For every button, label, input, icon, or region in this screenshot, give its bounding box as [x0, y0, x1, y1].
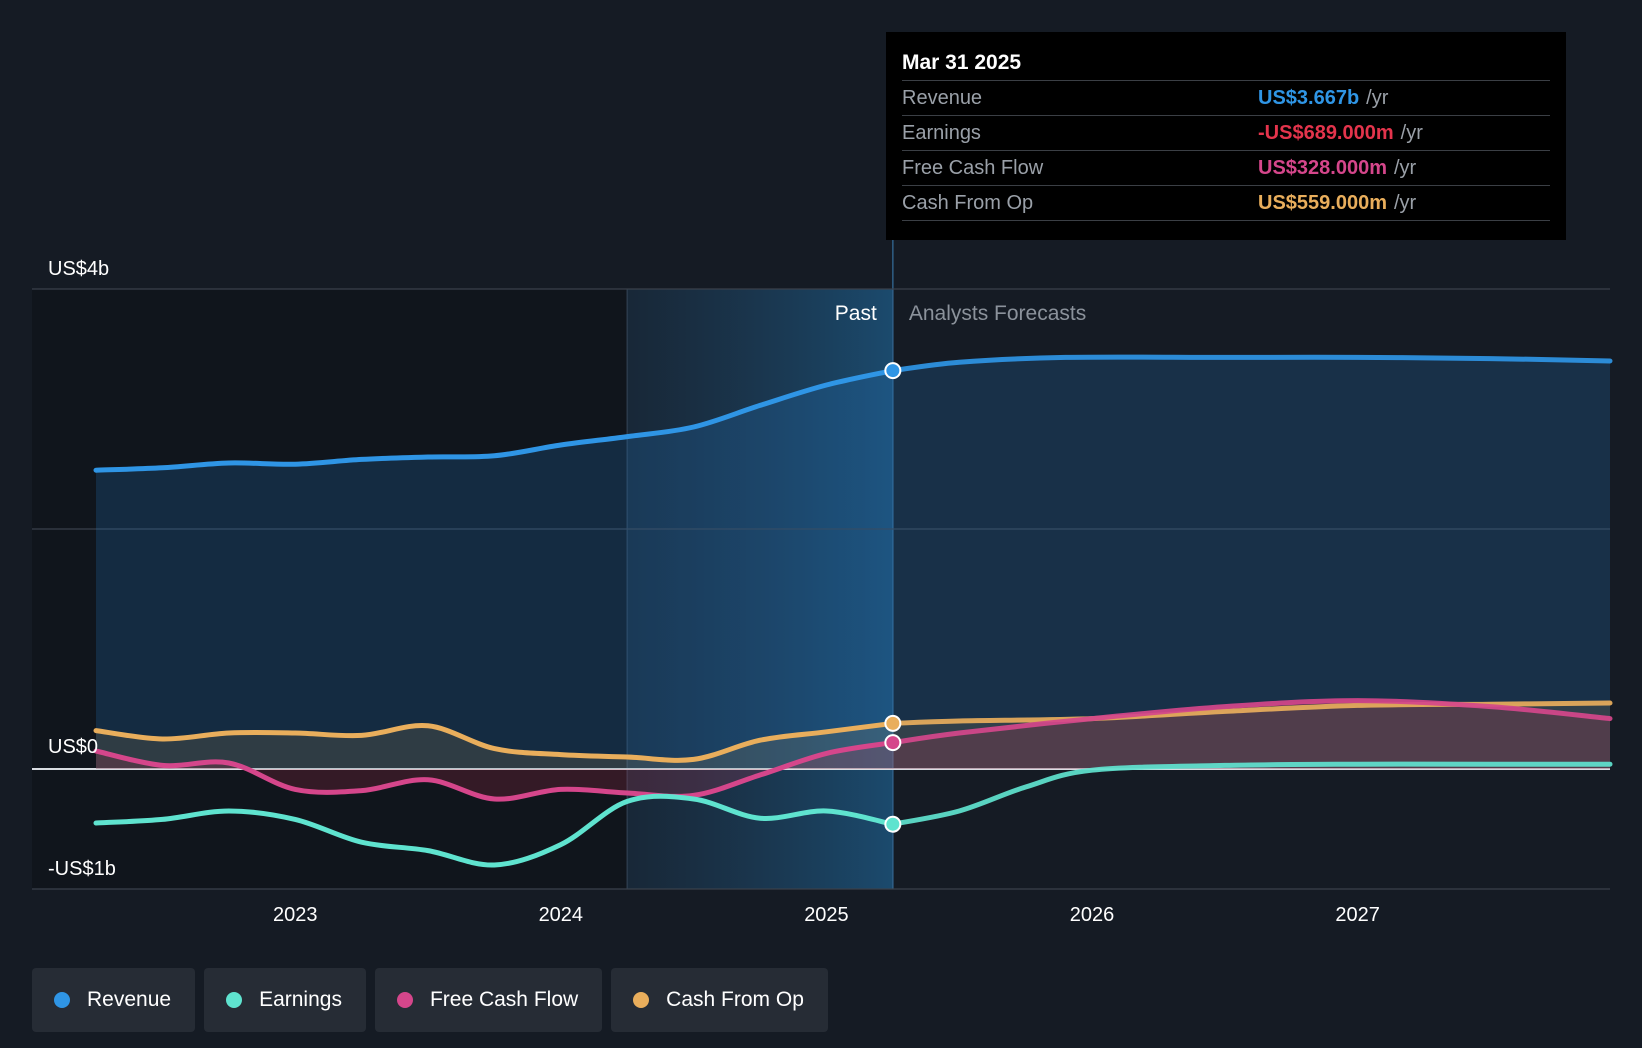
tooltip-date: Mar 31 2025 — [902, 51, 1022, 74]
revenue-area — [96, 357, 1610, 769]
legend-item-cash-from-op[interactable]: Cash From Op — [611, 968, 828, 1032]
legend: Revenue Earnings Free Cash Flow Cash Fro… — [32, 968, 837, 1032]
free-cash-flow-line-past — [93, 740, 896, 802]
forecast-label: Analysts Forecasts — [909, 302, 1086, 325]
x-axis-tick-label: 2024 — [539, 904, 584, 926]
x-axis-tick-label: 2027 — [1335, 904, 1380, 926]
legend-label: Cash From Op — [666, 988, 804, 1011]
free-cash-flow-line-forecast — [890, 698, 1613, 746]
tooltip-row-free-cash-flow: Free Cash Flow US$328.000m /yr — [902, 150, 1550, 185]
tooltip-value: -US$689.000m — [1258, 122, 1394, 144]
tooltip-label: Revenue — [902, 87, 983, 109]
revenue-line-past — [93, 368, 896, 473]
tooltip-row-revenue: Revenue US$3.667b /yr — [902, 80, 1550, 115]
revenue-marker — [884, 362, 902, 380]
tooltip-label: Free Cash Flow — [902, 157, 1044, 179]
tooltip-value: US$328.000m — [1258, 157, 1387, 179]
earnings-line-past — [93, 793, 896, 868]
cash-from-op-dot-icon — [633, 992, 650, 1008]
x-axis-tick-label: 2026 — [1070, 904, 1115, 926]
legend-item-earnings[interactable]: Earnings — [204, 968, 366, 1032]
history-band — [32, 289, 628, 889]
x-axis-tick-label: 2025 — [804, 904, 849, 926]
tooltip-label: Earnings — [902, 122, 981, 144]
legend-item-revenue[interactable]: Revenue — [32, 968, 196, 1032]
earnings-dot-icon — [226, 992, 243, 1008]
tooltip-value: US$3.667b — [1258, 87, 1360, 109]
past-highlight-band — [627, 289, 893, 889]
legend-item-free-cash-flow[interactable]: Free Cash Flow — [374, 968, 603, 1032]
tooltip-unit: /yr — [1400, 122, 1423, 144]
tooltip-row-earnings: Earnings -US$689.000m /yr — [902, 115, 1550, 150]
y-axis-label: US$0 — [48, 736, 98, 758]
tooltip-label: Cash From Op — [902, 192, 1034, 214]
x-axis-tick-label: 2023 — [273, 904, 318, 926]
legend-label: Free Cash Flow — [429, 988, 579, 1011]
tooltip-unit: /yr — [1393, 192, 1417, 214]
free-cash-flow-marker — [884, 734, 902, 752]
earnings-line-forecast — [890, 761, 1613, 827]
revenue-dot-icon — [54, 992, 70, 1008]
legend-label: Earnings — [259, 988, 342, 1011]
legend-label: Revenue — [87, 988, 172, 1011]
y-axis-label: -US$1b — [48, 858, 116, 880]
revenue-line-forecast — [890, 354, 1613, 374]
y-axis-label: US$4b — [48, 258, 109, 280]
cash-from-op-marker — [884, 714, 902, 732]
tooltip: Mar 31 2025 Revenue US$3.667b /yr Earnin… — [886, 32, 1566, 240]
cash-from-op-line-past — [93, 720, 896, 763]
earnings-marker — [884, 815, 902, 833]
free-cash-flow-dot-icon — [396, 992, 413, 1008]
tooltip-unit: /yr — [1366, 87, 1389, 109]
cash-from-op-area — [96, 703, 1610, 769]
tooltip-value: US$559.000m — [1258, 192, 1387, 214]
tooltip-unit: /yr — [1393, 157, 1417, 179]
past-label: Past — [835, 302, 877, 325]
tooltip-row-cash-from-op: Cash From Op US$559.000m /yr — [902, 185, 1550, 221]
